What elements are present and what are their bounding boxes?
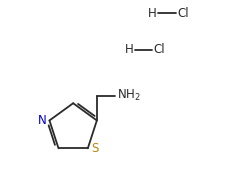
Text: H: H bbox=[148, 7, 156, 20]
Text: Cl: Cl bbox=[177, 7, 189, 20]
Text: H: H bbox=[124, 43, 133, 56]
Text: S: S bbox=[91, 142, 98, 155]
Text: NH$_2$: NH$_2$ bbox=[117, 88, 141, 103]
Text: N: N bbox=[37, 114, 46, 127]
Text: Cl: Cl bbox=[154, 43, 165, 56]
